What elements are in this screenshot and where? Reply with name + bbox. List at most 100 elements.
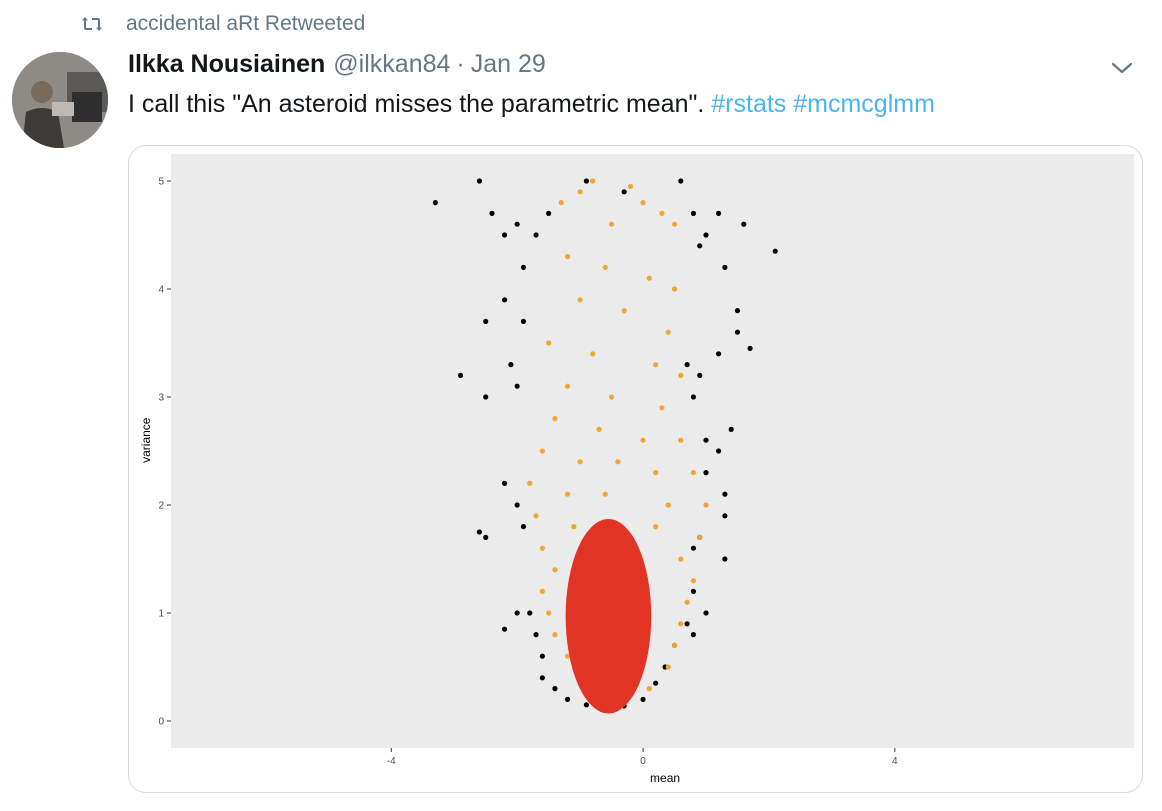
data-point-0-46 [697,372,703,378]
retweet-label: accidental aRt Retweeted [126,12,366,35]
data-point-1-26 [539,448,545,454]
data-point-0-24 [539,653,545,659]
plot-panel [171,154,1134,748]
data-point-1-35 [703,502,709,508]
data-point-0-5 [546,210,552,216]
data-point-0-22 [527,610,533,616]
media-card[interactable]: 0 1 2 3 4 5 -4 0 4 mean variance [128,145,1143,793]
y-tick-label-0: 0 [158,717,164,728]
x-tick-label-0: 0 [640,756,646,767]
data-point-1-54 [646,686,652,692]
avatar[interactable] [12,52,108,148]
data-point-1-51 [665,664,671,670]
x-axis-label: mean [650,771,680,785]
data-point-0-27 [564,696,571,703]
data-point-1-36 [533,513,539,519]
data-point-1-16 [590,351,596,357]
data-point-1-48 [552,632,558,638]
data-point-0-20 [501,626,508,632]
y-tick-label-2: 2 [158,501,164,512]
data-point-1-50 [671,642,678,648]
y-tick-label-4: 4 [158,285,164,296]
data-point-0-55 [715,210,722,216]
data-point-0-61 [747,345,753,351]
retweet-context: accidental aRt Retweeted [80,10,365,38]
data-point-0-1 [476,178,483,184]
data-point-1-17 [653,362,659,368]
data-point-0-26 [552,686,558,692]
data-point-1-37 [571,524,577,530]
data-point-0-6 [501,232,508,238]
data-point-1-32 [564,491,571,497]
data-point-1-20 [608,394,615,400]
data-point-0-17 [520,524,527,530]
data-point-1-11 [671,286,678,292]
data-point-1-13 [621,308,627,314]
data-point-0-10 [520,318,527,324]
data-point-0-31 [640,696,646,703]
data-point-0-9 [501,297,508,303]
data-point-1-25 [678,437,684,443]
chevron-down-icon[interactable] [1110,58,1134,78]
data-point-0-28 [583,702,590,708]
y-tick-label-1: 1 [158,609,164,620]
scatter-plot: 0 1 2 3 4 5 -4 0 4 mean variance [139,154,1134,785]
data-point-0-18 [476,529,483,535]
data-point-1-1 [577,189,583,195]
points-layer [432,178,778,714]
tweet-body: I call this "An asteroid misses the para… [128,90,712,118]
data-point-1-7 [671,221,678,227]
data-point-1-18 [678,372,684,378]
data-point-1-23 [596,426,602,432]
author-name[interactable]: Ilkka Nousiainen [128,50,326,78]
x-tick-label-4: 4 [892,756,898,767]
separator-dot: · [456,50,465,78]
data-point-1-49 [564,653,571,659]
avatar-photo [12,52,108,148]
data-point-0-56 [722,264,728,270]
data-point-1-34 [665,502,671,508]
data-point-1-9 [602,264,608,270]
data-point-1-29 [653,470,659,476]
data-point-1-33 [602,491,608,497]
data-point-1-6 [659,210,665,216]
data-point-0-4 [533,232,539,238]
data-point-1-31 [527,480,533,486]
data-point-1-47 [678,621,684,627]
data-point-0-59 [734,329,741,335]
tweet-date[interactable]: Jan 29 [470,50,546,78]
data-point-1-5 [640,200,646,206]
data-point-0-13 [483,394,489,400]
data-point-0-47 [690,394,697,400]
data-point-1-4 [627,183,634,189]
data-point-0-53 [697,243,703,249]
data-point-0-43 [703,610,709,616]
data-point-1-12 [577,297,583,303]
data-point-0-63 [583,178,590,184]
hashtag-mcmcglmm[interactable]: #mcmcglmm [793,90,935,118]
data-point-1-27 [577,459,583,465]
tweet-header: Ilkka Nousiainen @ilkkan84 · Jan 29 [128,50,546,79]
author-handle[interactable]: @ilkkan84 [333,50,451,78]
data-point-1-46 [684,599,690,605]
data-point-0-3 [514,221,520,227]
data-point-1-15 [546,340,552,346]
data-point-0-19 [483,534,489,540]
data-point-0-16 [514,502,520,508]
data-point-1-28 [615,459,621,465]
data-point-1-30 [690,470,697,476]
data-point-1-40 [539,545,545,551]
data-point-1-45 [546,610,552,616]
data-point-0-32 [653,680,659,686]
data-point-1-42 [678,556,684,562]
data-point-0-11 [508,362,514,368]
data-point-1-38 [653,524,659,530]
y-tick-label-3: 3 [158,393,164,404]
hashtag-rstats[interactable]: #rstats [711,90,787,118]
data-point-0-35 [684,621,690,627]
data-point-0-44 [690,632,697,638]
data-point-0-21 [514,610,520,616]
data-point-0-48 [703,437,709,443]
data-point-1-10 [646,275,652,281]
data-point-0-15 [501,480,508,486]
